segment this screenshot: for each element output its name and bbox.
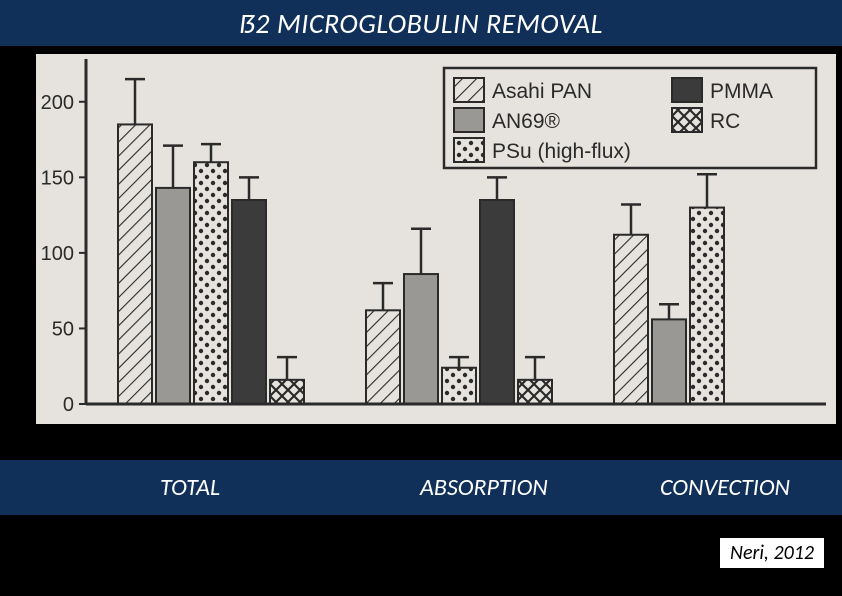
svg-text:100: 100: [41, 243, 74, 265]
svg-text:200: 200: [41, 92, 74, 114]
bar-total-an69: [156, 188, 190, 404]
page-title: ẞ2 MICROGLOBULIN REMOVAL: [239, 6, 603, 41]
bar-convection-asahi_pan: [614, 235, 648, 404]
bar-absorption-an69: [404, 274, 438, 404]
svg-text:150: 150: [41, 167, 74, 189]
group-labels-bar: TOTAL ABSORPTION CONVECTION: [0, 460, 842, 515]
title-bar: ẞ2 MICROGLOBULIN REMOVAL: [0, 0, 842, 46]
bar-absorption-rc: [518, 380, 552, 404]
svg-text:PSu (high-flux): PSu (high-flux): [492, 140, 631, 163]
svg-text:AN69®: AN69®: [492, 110, 561, 133]
citation: Neri, 2012: [730, 541, 814, 565]
bar-convection-psu: [690, 208, 724, 404]
citation-box: Neri, 2012: [720, 538, 824, 568]
bar-total-asahi_pan: [118, 124, 152, 404]
bar-total-pmma: [232, 200, 266, 404]
bar-absorption-asahi_pan: [366, 310, 400, 404]
svg-text:50: 50: [52, 318, 74, 340]
bar-convection-an69: [652, 319, 686, 404]
svg-text:RC: RC: [710, 110, 740, 133]
group-label-absorption: ABSORPTION: [420, 473, 548, 502]
group-label-total: TOTAL: [160, 473, 220, 502]
group-label-convection: CONVECTION: [660, 473, 790, 502]
bar-total-rc: [270, 380, 304, 404]
chart-container: 0 50 100 150 200 Asahi PAN PMMA AN69® RC PSu (hig…: [36, 54, 836, 424]
legend: Asahi PAN PMMA AN69® RC PSu (high-flux): [444, 68, 816, 168]
bar-chart: 0 50 100 150 200 Asahi PAN PMMA AN69® RC PSu (hig…: [36, 54, 836, 424]
svg-text:Asahi PAN: Asahi PAN: [492, 80, 592, 103]
bar-absorption-psu: [442, 368, 476, 404]
svg-text:0: 0: [63, 394, 74, 416]
bar-absorption-pmma: [480, 200, 514, 404]
bar-total-psu: [194, 162, 228, 404]
svg-text:PMMA: PMMA: [710, 80, 773, 103]
